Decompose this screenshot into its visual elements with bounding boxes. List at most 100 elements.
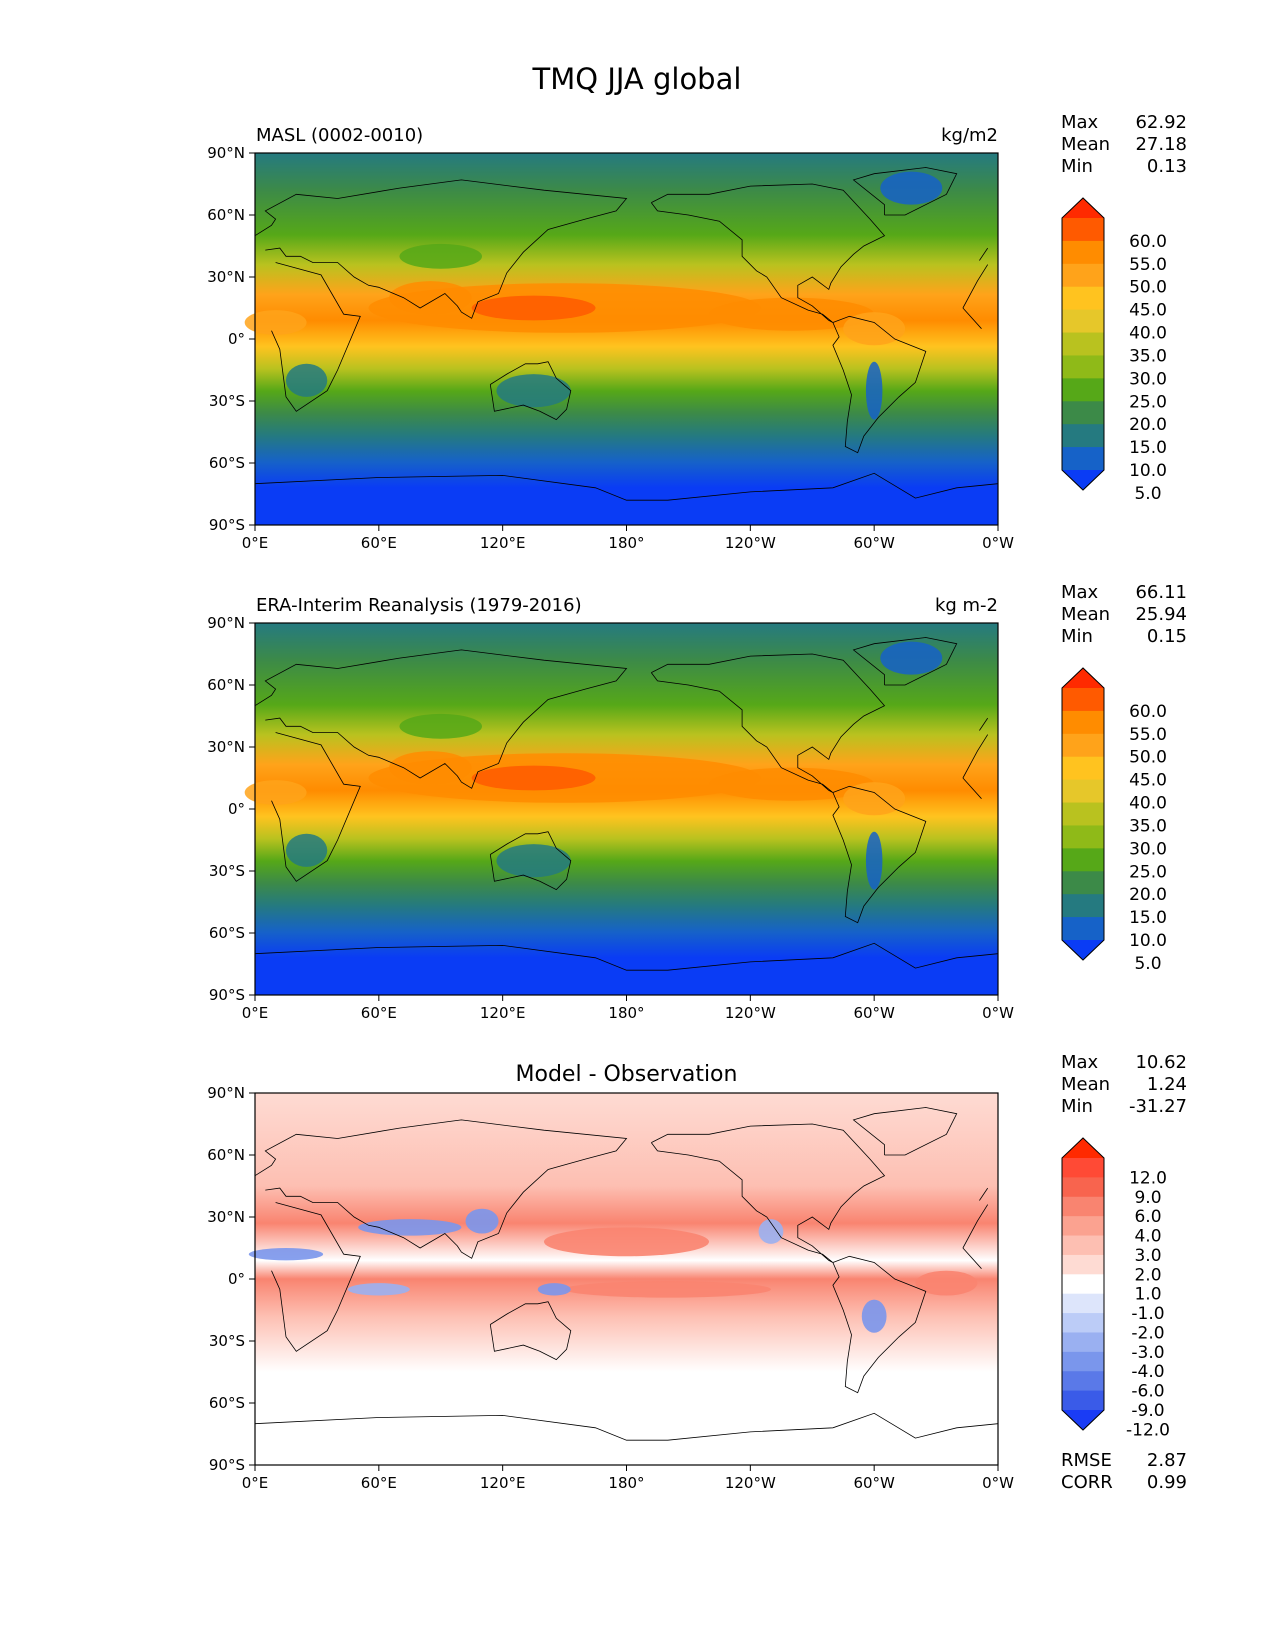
field-feature bbox=[843, 312, 906, 346]
y-tick-label: 30°S bbox=[209, 1332, 245, 1350]
colorbar-label: -6.0 bbox=[1131, 1382, 1164, 1402]
stat-label: Min bbox=[1061, 626, 1093, 647]
y-tick-label: 60°S bbox=[209, 454, 245, 472]
y-tick-label: 90°N bbox=[207, 614, 245, 632]
colorbar-label: 50.0 bbox=[1129, 748, 1167, 768]
colorbar-segment bbox=[1062, 825, 1104, 849]
coastline-eurasia bbox=[979, 247, 989, 261]
y-tick-label: 90°N bbox=[207, 144, 245, 162]
field-feature bbox=[389, 751, 472, 785]
stat-label: Max bbox=[1061, 582, 1099, 603]
x-tick-label: 60°W bbox=[853, 1474, 895, 1492]
colorbar-label: 60.0 bbox=[1129, 702, 1167, 722]
colorbar-label: 2.0 bbox=[1134, 1265, 1161, 1285]
colorbar-label: -12.0 bbox=[1126, 1420, 1170, 1440]
panel-units: kg/m2 bbox=[941, 125, 998, 146]
x-tick-label: 120°E bbox=[480, 534, 526, 552]
colorbar-label: 35.0 bbox=[1129, 816, 1167, 836]
coastline-eurasia bbox=[254, 649, 628, 789]
field-feature bbox=[471, 295, 596, 321]
coastline-antarctica bbox=[254, 472, 999, 501]
x-tick-label: 0°E bbox=[242, 1004, 269, 1022]
colorbar-segment bbox=[1062, 263, 1104, 288]
colorbar-segment bbox=[1062, 424, 1104, 448]
x-tick-label: 0°W bbox=[982, 1004, 1014, 1022]
x-tick-label: 180° bbox=[608, 1004, 644, 1022]
field-background bbox=[255, 1093, 998, 1465]
colorbar-segment bbox=[1062, 218, 1104, 242]
colorbar-segment bbox=[1062, 688, 1104, 712]
colorbar-label: 25.0 bbox=[1129, 862, 1167, 882]
colorbar-segment bbox=[1062, 1293, 1104, 1314]
map-field bbox=[244, 153, 998, 525]
colorbar-extend-bottom bbox=[1062, 470, 1104, 490]
colorbar-segment bbox=[1062, 1254, 1104, 1275]
stat-value: -31.27 bbox=[1129, 1096, 1187, 1117]
coastline-africa bbox=[962, 1204, 989, 1249]
stat-label: Max bbox=[1061, 112, 1099, 133]
colorbar-segment bbox=[1062, 1390, 1104, 1411]
coastline-africa bbox=[962, 264, 989, 309]
coastline-eurasia bbox=[979, 1187, 989, 1201]
panel-units: kg m-2 bbox=[935, 595, 998, 616]
coastline-greenland bbox=[852, 167, 958, 216]
colorbar-segment bbox=[1062, 1158, 1104, 1178]
y-tick-label: 0° bbox=[228, 800, 245, 818]
colorbar-segment bbox=[1062, 1351, 1104, 1372]
stat-label: Min bbox=[1061, 1096, 1093, 1117]
field-feature bbox=[285, 833, 328, 867]
coastline-namerica bbox=[650, 1123, 886, 1263]
field-feature bbox=[880, 171, 943, 205]
colorbar-segment bbox=[1062, 332, 1104, 356]
x-tick-label: 180° bbox=[608, 534, 644, 552]
colorbar-label: 30.0 bbox=[1129, 839, 1167, 859]
colorbar-extend-top bbox=[1062, 198, 1104, 218]
panels: MASL (0002-0010) kg/m2 0°E 60°E 120°E 180° 120… bbox=[207, 112, 1187, 1493]
coastline-antarctica bbox=[254, 942, 999, 971]
stat-label: Max bbox=[1061, 1052, 1099, 1073]
field-feature bbox=[248, 1248, 324, 1261]
colorbar-label: -4.0 bbox=[1131, 1362, 1164, 1382]
coastline-eurasia bbox=[254, 179, 628, 319]
colorbar-extend-bottom bbox=[1062, 1410, 1104, 1430]
colorbar-segment bbox=[1062, 848, 1104, 872]
colorbar-label: 40.0 bbox=[1129, 324, 1167, 344]
y-tick-label: 90°S bbox=[209, 986, 245, 1004]
coastline-eurasia bbox=[254, 1119, 628, 1259]
colorbar-label: 5.0 bbox=[1134, 954, 1161, 974]
colorbar-label: -1.0 bbox=[1131, 1304, 1164, 1324]
coastlines bbox=[254, 167, 999, 501]
colorbar: 12.09.06.04.03.02.01.0-1.0-2.0-3.0-4.0-6… bbox=[1061, 1137, 1170, 1440]
coastline-africa bbox=[962, 777, 982, 799]
y-tick-label: 30°N bbox=[207, 268, 245, 286]
colorbar-label: 10.0 bbox=[1129, 461, 1167, 481]
x-tick-label: 120°W bbox=[725, 534, 776, 552]
colorbar-label: 9.0 bbox=[1134, 1188, 1161, 1208]
field-feature bbox=[861, 1299, 887, 1333]
coastline-australia bbox=[489, 831, 572, 891]
colorbar-outline bbox=[1061, 197, 1105, 491]
field-feature bbox=[537, 1283, 571, 1296]
colorbar-label: 5.0 bbox=[1134, 484, 1161, 504]
colorbar-label: 20.0 bbox=[1129, 885, 1167, 905]
stat-value: 1.24 bbox=[1147, 1074, 1187, 1095]
colorbar-label: 1.0 bbox=[1134, 1285, 1161, 1305]
x-tick-label: 180° bbox=[608, 1474, 644, 1492]
field-feature bbox=[496, 844, 571, 878]
field-feature bbox=[865, 361, 883, 420]
x-tick-label: 120°W bbox=[725, 1474, 776, 1492]
colorbar-segment bbox=[1062, 401, 1104, 425]
colorbar-label: -3.0 bbox=[1131, 1343, 1164, 1363]
field-feature bbox=[915, 1270, 978, 1296]
colorbar-label: 35.0 bbox=[1129, 346, 1167, 366]
coastline-africa bbox=[962, 734, 989, 779]
colorbar-segment bbox=[1062, 309, 1104, 334]
colorbar-segment bbox=[1062, 1235, 1104, 1256]
field-feature bbox=[389, 281, 472, 315]
colorbar-segment bbox=[1062, 1274, 1104, 1295]
colorbar-label: 40.0 bbox=[1129, 794, 1167, 814]
y-tick-label: 60°N bbox=[207, 1146, 245, 1164]
field-feature bbox=[244, 780, 307, 805]
colorbar-label: 20.0 bbox=[1129, 415, 1167, 435]
